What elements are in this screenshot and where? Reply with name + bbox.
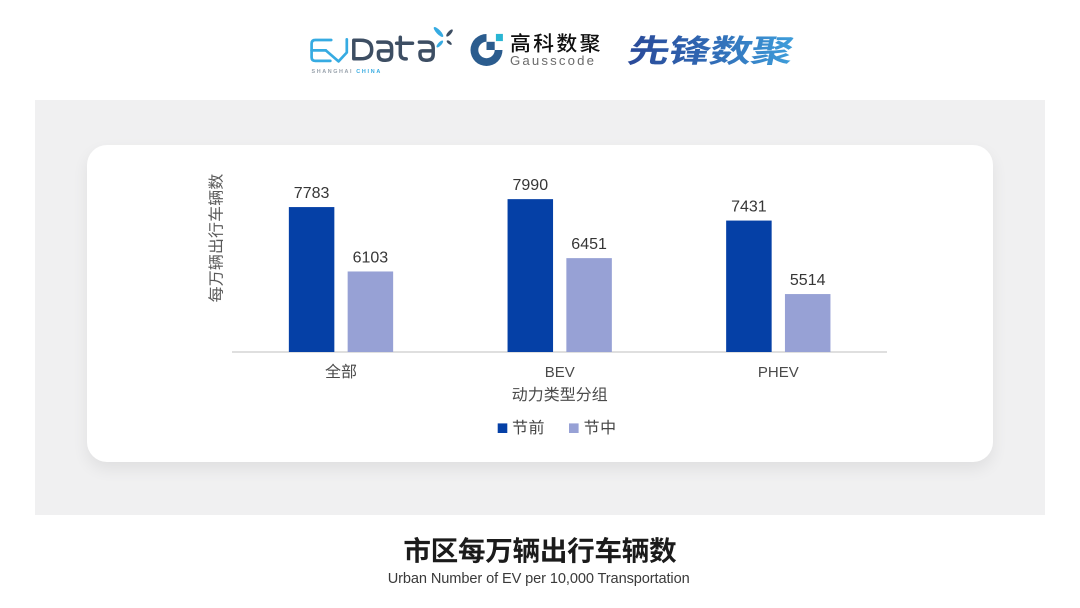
svg-text:Urban Number of EV per 10,000: Urban Number of EV per 10,000 Transporta… bbox=[388, 571, 690, 587]
svg-text:6103: 6103 bbox=[353, 249, 389, 266]
svg-text:7990: 7990 bbox=[513, 177, 549, 194]
svg-text:SHANGHAI: SHANGHAI bbox=[312, 69, 353, 75]
svg-text:7431: 7431 bbox=[731, 199, 767, 216]
svg-text:7783: 7783 bbox=[294, 185, 330, 202]
svg-text:6451: 6451 bbox=[571, 236, 607, 253]
svg-text:BEV: BEV bbox=[545, 364, 575, 381]
svg-text:CHINA: CHINA bbox=[356, 69, 380, 75]
svg-text:Gausscode: Gausscode bbox=[510, 53, 594, 68]
svg-text:PHEV: PHEV bbox=[758, 364, 799, 381]
svg-text:5514: 5514 bbox=[790, 272, 826, 289]
